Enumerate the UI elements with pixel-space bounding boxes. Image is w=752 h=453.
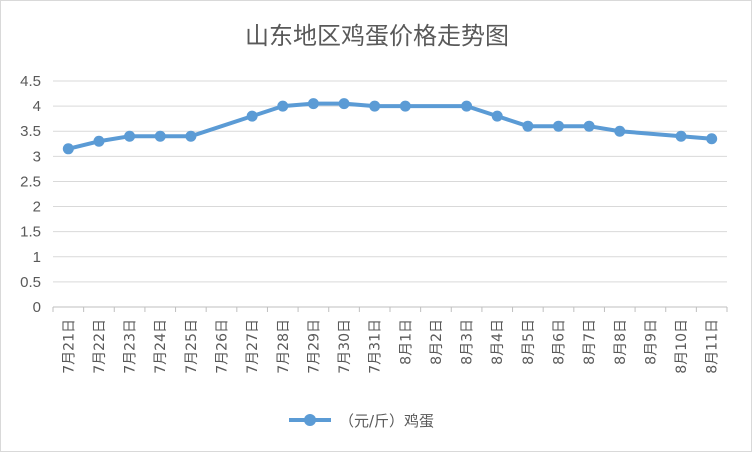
data-point[interactable] [246, 110, 258, 122]
y-tick-label: 0.5 [20, 274, 41, 291]
x-axis-ticks: 7月21日 7月22日 7月23日 7月24日 7月25日 7月26日 7月27日 7月28日… [52, 307, 728, 374]
y-tick-label: 4.5 [20, 73, 41, 90]
data-point[interactable] [338, 98, 350, 110]
y-tick-label: 0 [33, 299, 41, 316]
x-tick-label: 8月4日 [490, 319, 506, 365]
y-tick-label: 3 [33, 148, 41, 165]
data-point[interactable] [62, 143, 74, 155]
data-point[interactable] [675, 130, 687, 142]
x-tick-label: 7月31日 [368, 319, 384, 374]
gridlines [53, 80, 727, 308]
data-point[interactable] [369, 100, 381, 112]
y-tick-label: 3.5 [20, 123, 41, 140]
legend-point-marker [304, 414, 316, 426]
x-tick-label: 7月23日 [123, 319, 139, 374]
data-point[interactable] [583, 120, 595, 132]
legend[interactable]: （元/斤）鸡蛋 [289, 412, 434, 430]
data-point[interactable] [522, 120, 534, 132]
x-tick-label: 7月25日 [184, 319, 200, 374]
x-tick-label: 7月29日 [306, 319, 322, 374]
x-tick-label: 8月6日 [552, 319, 568, 365]
y-tick-label: 4 [33, 98, 41, 115]
x-tick-label: 8月10日 [674, 319, 690, 374]
x-tick-label: 8月11日 [705, 319, 721, 374]
x-tick-label: 7月28日 [276, 319, 292, 374]
y-tick-label: 1.5 [20, 224, 41, 241]
data-point[interactable] [154, 130, 166, 142]
data-point[interactable] [124, 130, 136, 142]
x-tick-label: 7月30日 [337, 319, 353, 374]
data-point[interactable] [399, 100, 411, 112]
x-tick-label: 8月5日 [521, 319, 537, 365]
data-point[interactable] [461, 100, 473, 112]
data-point[interactable] [706, 133, 718, 145]
x-tick-label: 8月3日 [460, 319, 476, 365]
y-axis-ticks: 0 0.5 1 1.5 2 2.5 3 3.5 4 4.5 [20, 73, 41, 316]
x-tick-label: 8月8日 [613, 319, 629, 365]
data-point[interactable] [307, 98, 319, 110]
data-point[interactable] [491, 110, 503, 122]
x-tick-label: 7月27日 [245, 319, 261, 374]
data-point[interactable] [614, 125, 626, 137]
y-tick-label: 1 [33, 249, 41, 266]
x-tick-label: 7月21日 [61, 319, 77, 374]
x-tick-label: 8月9日 [643, 319, 659, 365]
x-tick-label: 7月24日 [153, 319, 169, 374]
x-tick-label: 8月2日 [429, 319, 445, 365]
data-point[interactable] [553, 120, 564, 132]
x-tick-label: 7月22日 [92, 319, 108, 374]
series-layer [62, 98, 718, 155]
data-point[interactable] [277, 100, 289, 112]
x-tick-label: 7月26日 [215, 319, 231, 374]
legend-label: （元/斤）鸡蛋 [339, 412, 434, 430]
x-tick-label: 8月1日 [398, 319, 414, 365]
y-tick-label: 2.5 [20, 173, 41, 190]
series-line [67, 101, 712, 151]
y-tick-label: 2 [33, 199, 41, 216]
data-point[interactable] [93, 135, 105, 147]
data-point[interactable] [185, 130, 197, 142]
x-tick-label: 8月7日 [582, 319, 598, 365]
chart-title: 山东地区鸡蛋价格走势图 [245, 22, 509, 50]
